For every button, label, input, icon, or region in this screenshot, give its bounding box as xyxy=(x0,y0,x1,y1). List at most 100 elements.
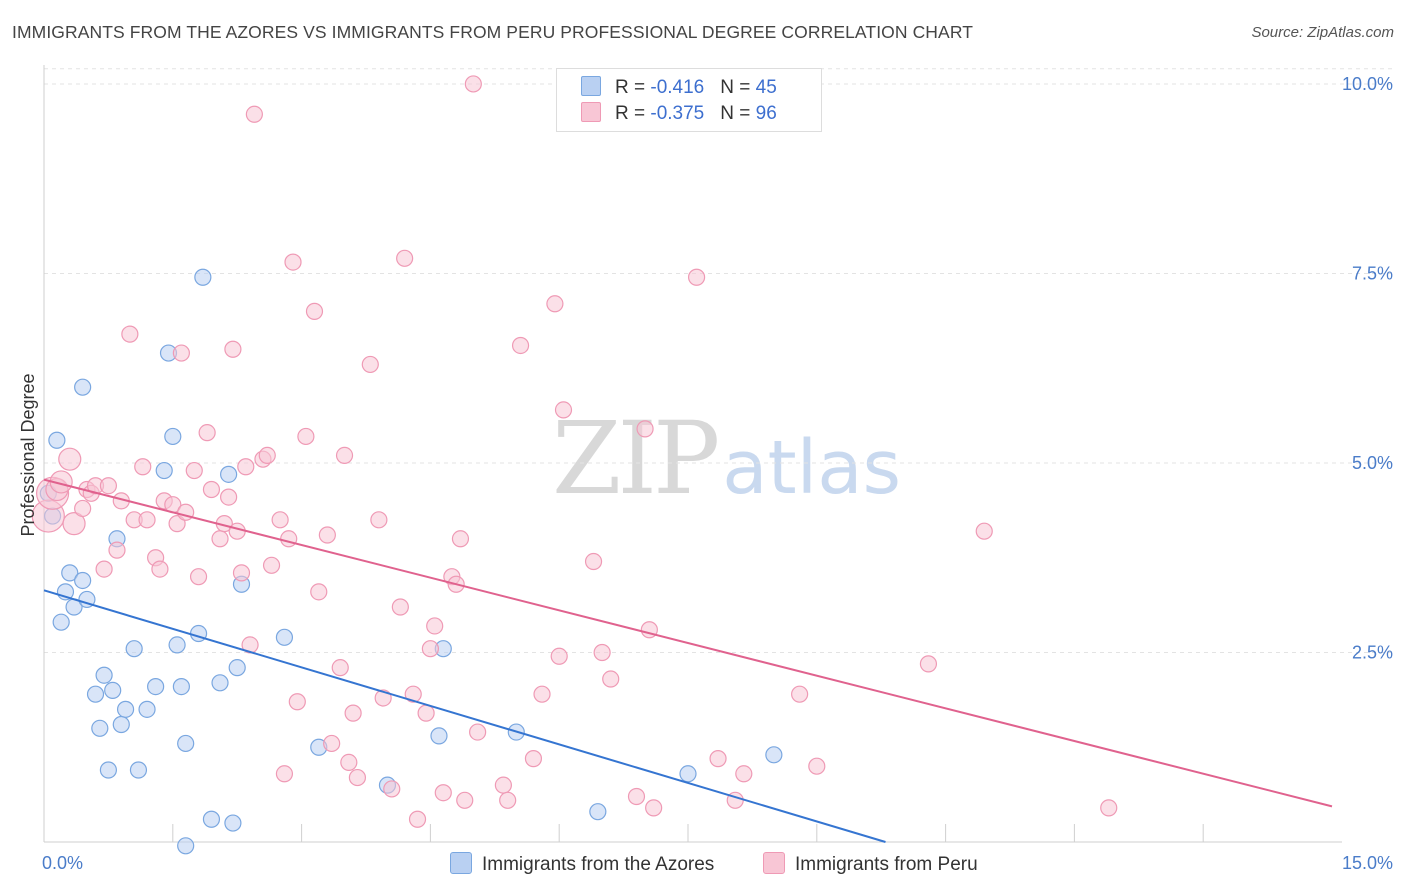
series-1-point-49 xyxy=(318,526,336,544)
series-0-point-10 xyxy=(86,685,105,703)
series-1-point-73 xyxy=(469,723,487,741)
series-1-point-14 xyxy=(121,325,139,343)
peru-r-label: R = xyxy=(615,103,651,124)
series-1-point-80 xyxy=(550,647,568,665)
series-0-point-43 xyxy=(589,803,607,821)
axis-labels: 2.5% 5.0% 7.5% 10.0% 0.0% 15.0% Professional D… xyxy=(18,74,1393,873)
series-0-point-40 xyxy=(430,727,448,745)
bottom-azores-swatch xyxy=(450,852,472,874)
series-1-point-96 xyxy=(975,522,993,540)
series-1-point-5 xyxy=(62,512,86,536)
series-1-point-88 xyxy=(645,799,663,817)
series-0-point-2 xyxy=(48,431,66,449)
series-0-point-20 xyxy=(138,700,156,718)
series-1-point-47 xyxy=(305,302,324,320)
series-1-point-34 xyxy=(232,564,251,582)
series-1-point-27 xyxy=(198,424,216,442)
series-1-point-23 xyxy=(172,344,190,362)
series-1-point-48 xyxy=(310,583,328,601)
series-1-point-77 xyxy=(524,750,543,768)
peru-r-value: -0.375 xyxy=(650,103,705,124)
series-1-point-12 xyxy=(108,541,126,559)
azores-n-value: 45 xyxy=(755,77,777,98)
series-1-point-31 xyxy=(220,488,238,506)
peru-swatch xyxy=(581,102,601,122)
series-1-point-75 xyxy=(499,791,517,809)
x-tick-label-0: 0.0% xyxy=(42,853,83,873)
x-tick-label-1: 15.0% xyxy=(1342,853,1393,873)
series-0-point-26 xyxy=(172,677,190,696)
series-1-point-45 xyxy=(288,693,306,711)
series-1-point-52 xyxy=(335,446,354,464)
series-1-point-97 xyxy=(1100,799,1118,817)
series-0-point-21 xyxy=(147,677,165,696)
series-0-point-31 xyxy=(202,810,221,828)
series-1-point-22 xyxy=(168,515,186,533)
series-1-point-6 xyxy=(74,499,92,518)
series-1-point-63 xyxy=(408,810,427,828)
series-0-point-8 xyxy=(74,378,92,396)
watermark-zip: ZIP xyxy=(552,400,720,517)
series-1-point-71 xyxy=(456,791,474,809)
series-0-point-30 xyxy=(194,268,212,286)
stats-legend-row-azores: R = -0.416 N = 45 xyxy=(581,76,777,100)
series-1-point-54 xyxy=(344,704,362,722)
series-1-point-55 xyxy=(348,768,367,787)
series-1-point-59 xyxy=(383,780,401,798)
series-1-point-43 xyxy=(280,530,298,548)
bottom-legend-azores: Immigrants from the Azores xyxy=(450,852,714,876)
series-0-point-27 xyxy=(177,734,195,753)
series-1-point-79 xyxy=(546,295,564,313)
series-1-point-4 xyxy=(58,447,82,471)
series-1-point-44 xyxy=(284,253,302,271)
series-1-point-85 xyxy=(627,787,646,806)
y-tick-label-1: 5.0% xyxy=(1352,453,1393,473)
series-1-point-82 xyxy=(584,552,603,571)
series-1-point-10 xyxy=(95,560,113,578)
data-points xyxy=(31,75,1118,855)
series-1-point-64 xyxy=(417,704,435,722)
series-1-point-41 xyxy=(271,511,289,529)
series-1-point-29 xyxy=(211,530,229,548)
chart-title: IMMIGRANTS FROM THE AZORES VS IMMIGRANTS… xyxy=(12,22,974,42)
peru-n-value: 96 xyxy=(755,103,777,124)
bottom-peru-swatch xyxy=(763,852,785,874)
series-1-points xyxy=(31,75,1118,828)
series-1-point-92 xyxy=(735,765,753,783)
series-1-point-66 xyxy=(426,617,444,635)
series-1-point-65 xyxy=(421,640,439,658)
series-1-point-42 xyxy=(275,765,294,783)
series-1-point-93 xyxy=(791,685,809,703)
series-0-point-16 xyxy=(112,715,130,734)
y-axis-label: Professional Degree xyxy=(18,373,38,536)
series-1-point-35 xyxy=(237,458,255,476)
y-tick-label-0: 2.5% xyxy=(1352,642,1393,662)
series-1-point-61 xyxy=(396,249,414,267)
series-1-point-25 xyxy=(185,461,203,480)
series-1-point-46 xyxy=(297,427,315,446)
stats-legend-row-peru: R = -0.375 N = 96 xyxy=(581,102,777,126)
series-0-point-7 xyxy=(74,571,92,590)
series-0-point-14 xyxy=(104,681,122,699)
series-0-point-17 xyxy=(116,700,135,718)
series-1-point-74 xyxy=(494,776,512,794)
series-1-point-50 xyxy=(323,734,341,753)
azores-r-value: -0.416 xyxy=(650,77,705,98)
series-1-point-19 xyxy=(151,560,169,578)
azores-swatch xyxy=(581,76,601,96)
series-0-point-45 xyxy=(765,746,783,764)
series-1-point-37 xyxy=(245,105,263,123)
series-0-point-13 xyxy=(99,761,118,779)
series-0-point-12 xyxy=(95,666,113,684)
series-1-point-89 xyxy=(687,268,706,286)
y-tick-label-3: 10.0% xyxy=(1342,74,1393,94)
series-1-point-57 xyxy=(370,511,388,529)
series-0-point-33 xyxy=(220,465,238,483)
series-1-trend-line xyxy=(43,478,1333,808)
bottom-azores-label: Immigrants from the Azores xyxy=(482,854,715,875)
series-1-point-53 xyxy=(340,753,358,772)
series-0-point-24 xyxy=(164,427,182,446)
bottom-legend-peru: Immigrants from Peru xyxy=(763,852,978,876)
series-1-point-67 xyxy=(434,784,452,802)
